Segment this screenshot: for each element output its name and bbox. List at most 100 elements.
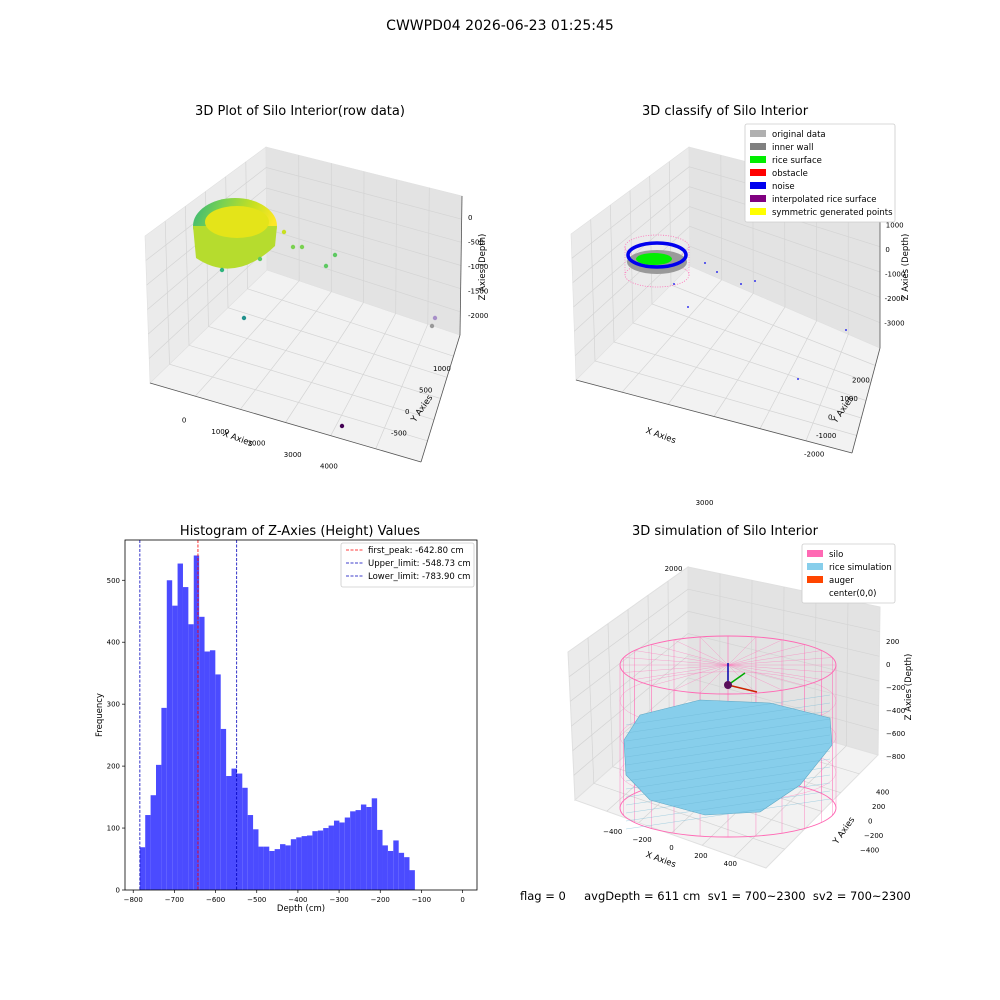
p4-z-tick: −600	[886, 730, 905, 738]
p2-z-tick: -3000	[884, 320, 904, 328]
histogram-bar	[209, 650, 216, 890]
p4-rice-mesh	[625, 782, 831, 814]
p2-z-tick: -1000	[885, 271, 905, 279]
p1-scatter-point	[241, 315, 247, 321]
panel4-plot: −400−2000200400−400−20002004002000−200−4…	[567, 543, 914, 870]
p1-z-axis-line	[459, 195, 463, 336]
p4-silo-spoke	[727, 639, 783, 666]
histogram-bar	[301, 836, 308, 890]
p2-noise-point	[740, 283, 742, 285]
p2-legend-label: original data	[772, 130, 826, 140]
histogram-bar	[258, 846, 264, 890]
panel2-title: 3D classify of Silo Interior	[641, 104, 809, 119]
p2-grid-z	[572, 186, 881, 283]
p4-legend-label: silo	[829, 550, 843, 560]
p4-silo-spoke	[727, 650, 822, 666]
p1-z-tick: -2000	[468, 312, 488, 320]
histogram-bar	[274, 849, 281, 890]
figure-title: CWWPD04 2026-06-23 01:25:45	[386, 18, 614, 34]
histogram-bar	[220, 728, 227, 890]
p1-x-tick: 0	[182, 417, 186, 425]
y-axis-label: Frequency	[95, 693, 105, 737]
histogram-bar	[398, 852, 405, 890]
p4-rice-mesh	[625, 734, 831, 766]
p1-scatter-point	[281, 229, 287, 235]
p4-silo-spoke	[727, 664, 833, 673]
p2-legend-label: interpolated rice surface	[772, 195, 877, 205]
p4-x-tick: 200	[694, 852, 707, 860]
p1-scatter-point	[429, 323, 435, 329]
histogram-bar	[366, 806, 372, 890]
p4-z-tick: −200	[886, 684, 905, 692]
panel3-plot: −800 −700 −600 −500 −400 −300 −200 −100 0 0 100 200…	[95, 539, 478, 914]
panel1-plot: 0 1000 2000 3000 4000 -500 0 500 1000 0 -500 -1000 -…	[144, 146, 488, 470]
p2-grid-y	[805, 187, 849, 441]
p4-legend-swatch	[807, 576, 823, 583]
p4-x-tick: −200	[632, 836, 651, 844]
histogram-bar	[350, 811, 356, 890]
p4-z-tick: 0	[886, 661, 890, 669]
p1-x-label: X Axies	[221, 429, 254, 449]
p4-silo-spoke	[727, 636, 757, 666]
p4-rice-mesh	[625, 718, 831, 750]
histogram-bar	[242, 787, 248, 890]
p4-rice-mesh	[625, 750, 831, 782]
histogram-bar	[269, 850, 275, 890]
p1-scatter-point	[323, 263, 329, 269]
p2-y-tick: -1000	[816, 432, 836, 440]
p4-legend-label: center(0,0)	[829, 589, 877, 599]
p4-silo-spoke	[727, 664, 757, 694]
hist-legend-box	[340, 542, 475, 588]
p1-y-axis-line	[420, 334, 461, 463]
p2-legend-swatch	[750, 208, 766, 215]
p4-rice-mesh	[625, 766, 831, 798]
histogram-bar	[296, 837, 302, 890]
p4-z-tick: −400	[886, 707, 905, 715]
p2-legend-label: symmetric generated points	[772, 208, 893, 218]
p1-scatter-point	[257, 256, 263, 262]
histogram-bar	[393, 840, 399, 890]
histogram-bar	[182, 587, 189, 890]
p2-z-tick: 0	[885, 246, 889, 254]
histogram-bar	[231, 768, 237, 890]
p4-rice-mesh	[625, 758, 831, 790]
histogram-bar	[204, 651, 210, 890]
x-tick-label: −400	[288, 896, 307, 904]
p4-center-point	[724, 681, 732, 689]
p1-scatter-point	[299, 244, 305, 250]
p1-y-tick: -500	[391, 429, 407, 437]
y-tick-label: 400	[107, 639, 120, 647]
status-footer: flag = 0 avgDepth = 611 cm sv1 = 700~230…	[520, 889, 911, 903]
x-tick-label: −300	[329, 896, 348, 904]
p2-z-tick: 1000	[886, 221, 904, 229]
p4-rice-mesh	[625, 790, 831, 822]
p4-y-tick: −200	[864, 832, 883, 840]
p4-rice-mesh	[625, 798, 831, 830]
p4-silo-spoke	[727, 664, 783, 691]
histogram-bar	[156, 764, 162, 890]
p1-z-tick: -1000	[468, 263, 488, 271]
p4-z-tick: −800	[886, 753, 905, 761]
hist-legend-label: Upper_limit: -548.73 cm	[368, 559, 471, 569]
histogram-bar	[360, 804, 367, 890]
p4-legend-label: rice simulation	[829, 563, 892, 573]
p4-x-tick: 0	[669, 844, 673, 852]
p4-silo-spoke	[727, 664, 822, 680]
p1-scatter-point	[432, 315, 438, 321]
p4-z-tick: 200	[886, 638, 899, 646]
histogram-bar	[226, 776, 232, 890]
p2-legend-label: inner wall	[772, 143, 813, 153]
p4-silo-spoke	[623, 664, 729, 673]
histogram-bar	[328, 825, 334, 890]
p4-silo-spoke	[634, 664, 729, 680]
histogram-bar	[199, 616, 205, 890]
p4-legend-swatch	[807, 563, 823, 570]
histogram-bar	[193, 555, 200, 890]
p2-noise-point	[716, 271, 718, 273]
panel3-title: Histogram of Z-Axies (Height) Values	[179, 524, 421, 539]
histogram-bar	[166, 580, 173, 890]
histogram-bar	[263, 846, 270, 890]
p2-legend-swatch	[750, 182, 766, 189]
p4-silo-spoke	[673, 639, 729, 666]
